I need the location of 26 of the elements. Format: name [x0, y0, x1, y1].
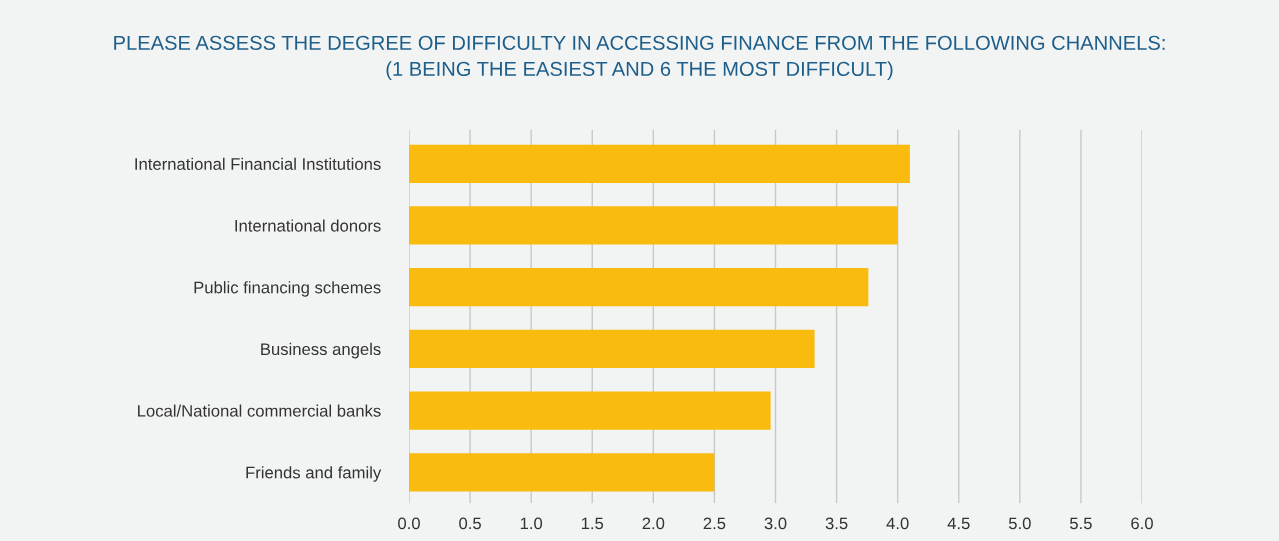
bar	[409, 206, 898, 245]
y-tick-label: Local/National commercial banks	[138, 404, 381, 417]
x-tick-label: 3.0	[764, 517, 787, 530]
y-tick-label: International donors	[235, 219, 381, 232]
x-tick-label: 1.0	[520, 517, 543, 530]
bar	[409, 391, 771, 430]
y-tick-label: Friends and family	[246, 466, 382, 482]
bar	[409, 268, 869, 307]
y-tick-label: Public financing schemes	[194, 281, 381, 297]
y-tick-label: Business angels	[261, 342, 381, 359]
x-tick-label: 4.0	[886, 517, 909, 530]
x-tick-label: 1.5	[581, 517, 604, 530]
x-tick-label: 3.5	[825, 517, 848, 530]
x-tick-label: 6.0	[1131, 517, 1153, 530]
x-tick-label: 0.5	[459, 517, 481, 530]
x-tick-label: 5.0	[1008, 517, 1031, 530]
bar	[409, 453, 715, 492]
x-tick-label: 2.5	[703, 517, 726, 530]
x-tick-label: 5.5	[1070, 517, 1092, 530]
y-tick-label: International Financial Institutions	[135, 157, 381, 170]
bar	[409, 329, 815, 369]
chart-title: PLEASE ASSESS THE DEGREE OF DIFFICULTY IN ACCESSING FINANCE FROM THE FOLLOWING CHANNELS: (1 BEING THE EASIEST AND 6 THE MOST DIFFICULT)	[114, 35, 1165, 80]
bar	[409, 144, 910, 183]
x-tick-label: 0.0	[398, 517, 420, 530]
x-tick-label: 4.5	[947, 517, 970, 530]
x-tick-label: 2.0	[642, 517, 665, 530]
